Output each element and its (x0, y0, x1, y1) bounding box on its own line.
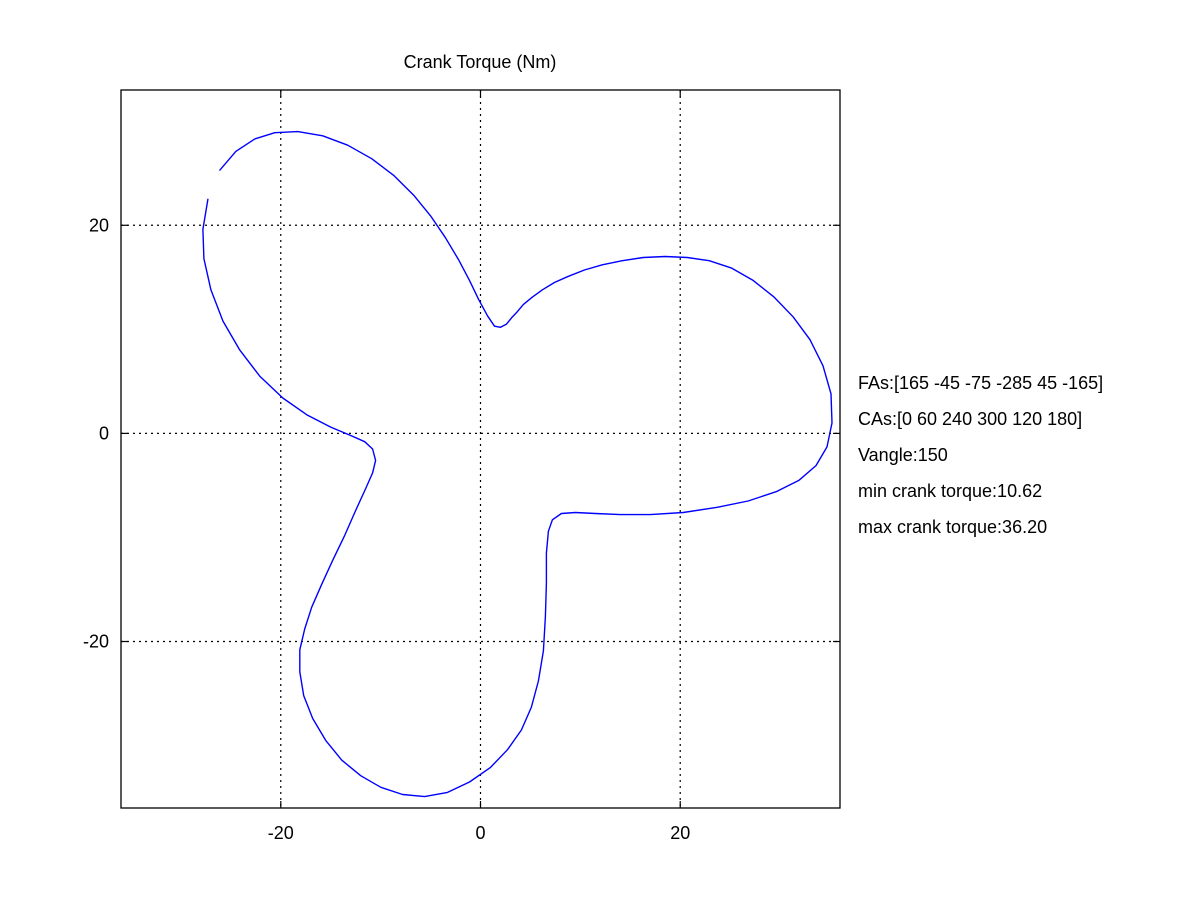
annotation-fas: FAs:[165 -45 -75 -285 45 -165] (858, 373, 1103, 393)
x-tick-label: 20 (670, 823, 690, 843)
annotation-block: FAs:[165 -45 -75 -285 45 -165] CAs:[0 60… (858, 373, 1103, 537)
y-tick-label: 20 (89, 215, 109, 235)
plot-area (202, 130, 833, 798)
axis-ticks: -20 0 20 -20 0 20 (83, 90, 840, 843)
chart-title: Crank Torque (Nm) (404, 52, 557, 72)
annotation-max-crank-torque: max crank torque:36.20 (858, 517, 1047, 537)
axes-frame (120, 89, 841, 809)
x-tick-label: -20 (268, 823, 294, 843)
x-tick-label: 0 (475, 823, 485, 843)
annotation-vangle: Vangle:150 (858, 445, 948, 465)
annotation-cas: CAs:[0 60 240 300 120 180] (858, 409, 1082, 429)
y-tick-label: 0 (99, 423, 109, 443)
torque-curve-line (202, 130, 833, 798)
annotation-min-crank-torque: min crank torque:10.62 (858, 481, 1042, 501)
y-tick-label: -20 (83, 632, 109, 652)
